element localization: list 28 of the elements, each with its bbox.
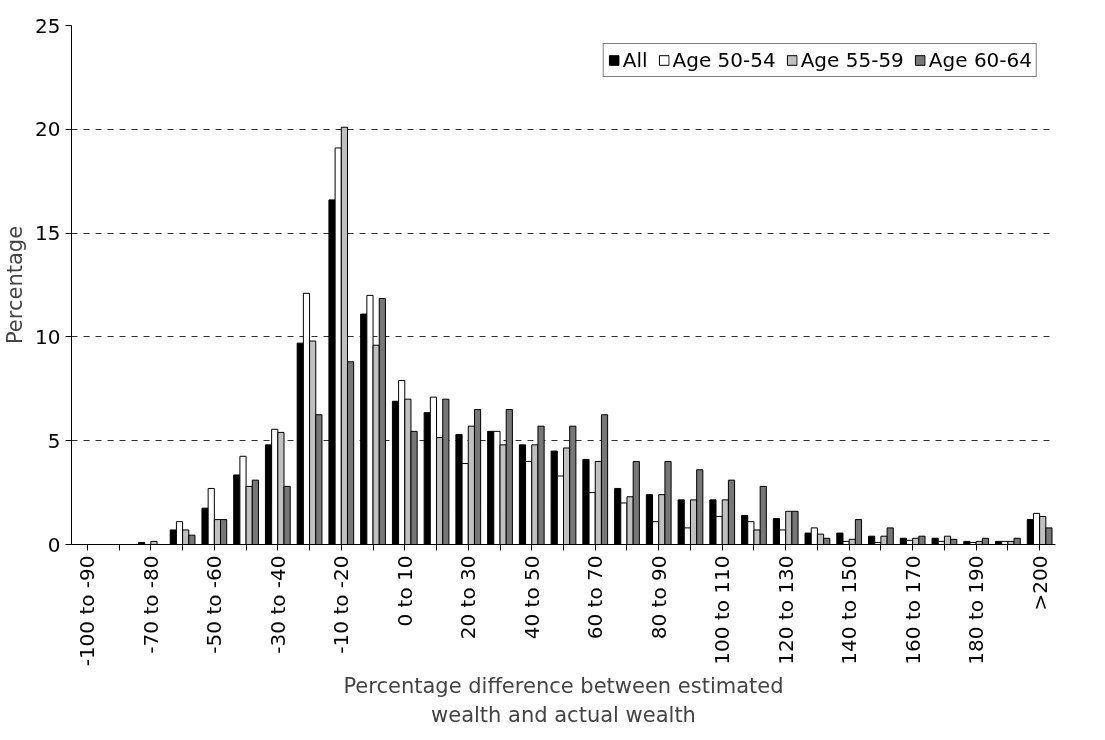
x-tick-label: 0 to 10 [392, 555, 417, 627]
x-axis-title: Percentage difference between estimated wealth and actual wealth [343, 674, 784, 728]
x-tick-label: 40 to 50 [519, 555, 544, 640]
y-tick-label: 0 [47, 532, 61, 557]
legend-label: Age 50-54 [672, 48, 776, 72]
legend-label: All [622, 48, 648, 72]
x-tick-label: -70 to -80 [138, 555, 163, 654]
x-tick-label: >200 [1027, 555, 1052, 611]
x-tick-label: -10 to -20 [329, 555, 354, 654]
x-tick-label: 140 to 150 [837, 555, 862, 665]
legend-label: Age 55-59 [800, 48, 904, 72]
x-tick-label: 160 to 170 [900, 555, 925, 665]
y-axis-title: Percentage [3, 225, 28, 345]
x-tick-label: -50 to -60 [202, 555, 227, 654]
y-tick-label: 10 [35, 324, 61, 349]
x-tick-label: -100 to -90 [75, 555, 100, 667]
y-tick-label: 20 [35, 117, 61, 142]
x-tick-label: 20 to 30 [456, 555, 481, 640]
x-tick-label: 180 to 190 [964, 555, 989, 665]
x-tick-label: -30 to -40 [265, 555, 290, 654]
y-tick-label: 25 [35, 13, 61, 38]
x-tick-label: 100 to 110 [710, 555, 735, 665]
y-tick-label: 15 [35, 221, 61, 246]
x-tick-label: 120 to 130 [773, 555, 798, 665]
legend-label: Age 60-64 [928, 48, 1032, 72]
x-tick-label: 60 to 70 [583, 555, 608, 640]
y-tick-label: 5 [47, 428, 61, 453]
x-tick-label: 80 to 90 [646, 555, 671, 640]
